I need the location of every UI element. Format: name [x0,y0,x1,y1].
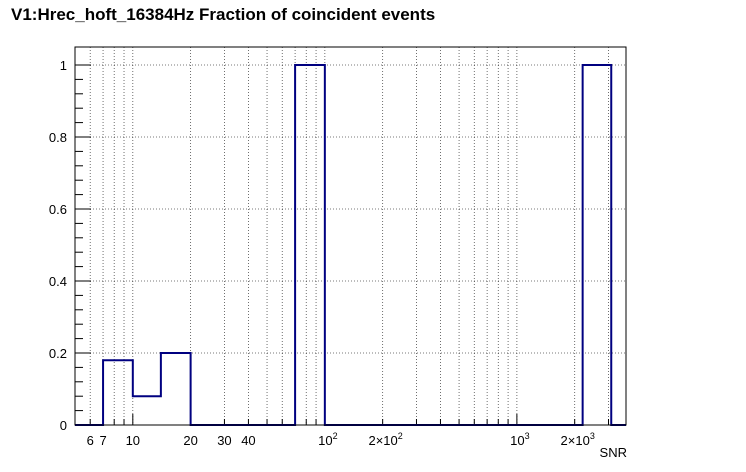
y-tick-label: 0.4 [49,274,67,289]
plot-frame [74,46,627,426]
y-tick-label: 0.2 [49,346,67,361]
axis-ticks [74,64,610,426]
y-tick-label: 0 [60,418,67,433]
grid-lines [74,47,626,425]
y-tick-label: 0.8 [49,130,67,145]
x-tick-label: 2×102 [368,431,402,448]
histogram-bin [161,353,191,425]
x-tick-label: 102 [318,431,337,448]
y-tick-label: 0.6 [49,202,67,217]
x-axis-label: SNR [600,445,627,460]
tick-labels: 0 0.2 0.4 0.6 0.8 1 6 7 10 20 30 40 102 2×102 103 2×103 [49,58,595,448]
x-tick-label: 103 [510,431,529,448]
histogram-bin [295,65,325,425]
x-tick-label: 2×103 [561,431,595,448]
histogram-bin [103,360,133,425]
series-layer [75,64,626,426]
x-tick-label: 20 [183,433,197,448]
x-tick-label: 40 [241,433,255,448]
histogram-bin [583,65,612,425]
x-tick-label: 6 [87,433,94,448]
chart-title: V1:Hrec_hoft_16384Hz Fraction of coincid… [11,5,436,24]
y-tick-label: 1 [60,58,67,73]
x-tick-label: 10 [126,433,140,448]
x-tick-label: 7 [99,433,106,448]
histogram-series-line [75,64,626,426]
histogram-bin [133,396,161,425]
x-tick-label: 30 [217,433,231,448]
